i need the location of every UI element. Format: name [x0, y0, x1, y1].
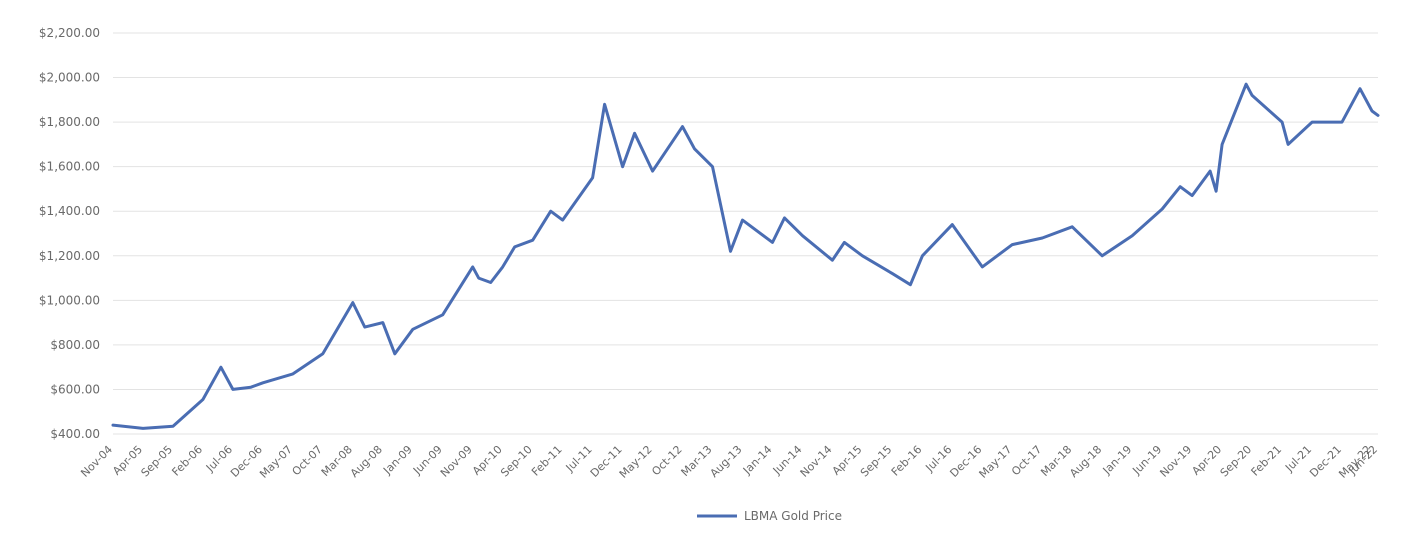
x-tick-label-nov-14: Nov-14 [798, 443, 835, 480]
x-tick-label-jan-19: Jan-19 [1100, 443, 1135, 478]
x-tick-label-may-17: May-17 [977, 443, 1015, 481]
y-tick-label-2200: $2,200.00 [39, 26, 100, 40]
x-tick-label-oct-17: Oct-17 [1009, 443, 1044, 478]
legend-label-lbma-gold-price: LBMA Gold Price [744, 509, 842, 523]
x-tick-label-feb-21: Feb-21 [1249, 443, 1285, 479]
y-tick-label-2000: $2,000.00 [39, 71, 100, 85]
x-tick-label-aug-13: Aug-13 [708, 443, 745, 480]
x-tick-label-may-07: May-07 [257, 443, 295, 481]
series-line-lbma-gold-price [111, 82, 1380, 430]
x-tick-label-nov-04: Nov-04 [78, 443, 115, 480]
x-tick-label-sep-05: Sep-05 [139, 443, 176, 480]
y-tick-label-600: $600.00 [50, 382, 100, 396]
x-axis-tick-labels: Nov-04Apr-05Sep-05Feb-06Jul-06Dec-06May-… [78, 443, 1380, 481]
x-tick-label-jan-09: Jan-09 [380, 443, 415, 478]
x-tick-label-aug-08: Aug-08 [348, 443, 385, 480]
y-tick-label-1200: $1,200.00 [39, 249, 100, 263]
x-tick-label-oct-12: Oct-12 [649, 443, 684, 478]
x-tick-label-aug-18: Aug-18 [1067, 443, 1104, 480]
x-tick-label-feb-06: Feb-06 [169, 443, 205, 479]
x-tick-label-feb-11: Feb-11 [529, 443, 565, 479]
x-tick-label-jan-14: Jan-14 [740, 443, 775, 478]
x-tick-label-sep-20: Sep-20 [1218, 443, 1255, 480]
x-tick-label-may-12: May-12 [617, 443, 655, 481]
x-tick-label-oct-07: Oct-07 [290, 443, 325, 478]
x-tick-label-nov-19: Nov-19 [1157, 443, 1194, 480]
x-tick-label-sep-15: Sep-15 [858, 443, 895, 480]
y-tick-label-1600: $1,600.00 [39, 160, 100, 174]
x-tick-label-nov-09: Nov-09 [438, 443, 475, 480]
y-tick-label-1800: $1,800.00 [39, 115, 100, 129]
series-layer [111, 82, 1380, 430]
y-tick-label-1400: $1,400.00 [39, 204, 100, 218]
x-tick-label-feb-16: Feb-16 [889, 443, 925, 479]
y-tick-label-800: $800.00 [50, 338, 100, 352]
y-axis-tick-labels: $400.00 $600.00 $800.00 $1,000.00 $1,200.00 $… [39, 26, 100, 441]
legend: LBMA Gold Price [697, 509, 842, 523]
y-tick-label-400: $400.00 [50, 427, 100, 441]
y-tick-label-1000: $1,000.00 [39, 293, 100, 307]
x-tick-label-sep-10: Sep-10 [498, 443, 535, 480]
gridlines [113, 32, 1378, 435]
